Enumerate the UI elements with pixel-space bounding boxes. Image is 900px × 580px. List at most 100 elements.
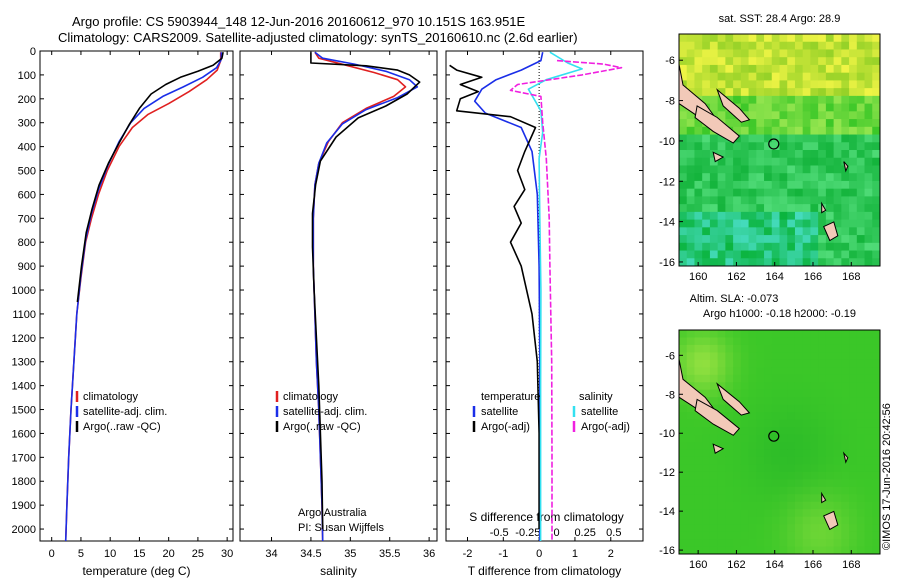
map-cell [841,64,850,74]
map-cell [694,57,703,66]
legend-entry: Argo(..raw -QC) [283,421,361,433]
map-cell [794,524,804,533]
map-cell [833,539,842,548]
map-cell [833,57,842,66]
map-cell [733,165,742,174]
map-cell [864,49,873,58]
map-cell [756,258,765,267]
map-cell [779,374,788,383]
map-cell [825,344,835,353]
map-cell [872,258,881,267]
map-cell [849,539,858,548]
map-cell [810,494,819,503]
map-cell [810,88,819,97]
map-cell [841,142,850,151]
map-cell [740,374,750,383]
map-cell [872,64,881,74]
map-cell [841,34,850,43]
map-cell [841,374,850,383]
map-cell [787,227,796,236]
map-cell [764,150,773,159]
map-cell [841,250,850,259]
map-cell [849,546,858,555]
map-cell [825,95,835,105]
map-cell [849,258,858,267]
map-cell [694,196,703,205]
map-cell [725,219,734,228]
map-cell [771,397,780,406]
map-cell [771,258,780,267]
map-cell [771,57,780,66]
map-cell [686,479,695,488]
x-tick-label: 1 [572,548,578,560]
map-cell [864,95,873,105]
map-cell [849,211,858,221]
map-cell [841,72,850,81]
map-cell [864,219,873,228]
map-cell [764,34,773,43]
map-cell [825,434,835,443]
map-cell [717,359,726,368]
map-cell [787,219,796,228]
difference-panel: -2 -1 0 1 2T difference from climatology-0.5… [445,50,644,578]
map-cell [748,464,757,473]
map-cell [810,456,819,465]
map-cell [679,173,688,182]
map-cell [787,359,796,368]
map-cell [825,352,835,361]
island-outline [823,510,839,531]
map-cell [841,57,850,66]
map-cell [825,479,835,488]
map-cell [733,546,742,555]
map-cell [833,352,842,361]
map-cell [802,103,811,112]
map-cell [818,173,827,182]
map-cell [864,103,873,112]
map-cell [856,516,866,525]
map-cell [733,41,742,50]
map-cell [779,49,788,58]
map-cell [717,57,726,66]
map-cell [756,330,765,338]
map-cell [833,367,842,376]
map-cell [825,419,835,428]
map-cell [733,352,742,361]
map-cell [748,227,757,236]
map-cell [872,486,881,495]
map-cell [833,501,842,510]
map-cell [702,258,711,267]
map-cell [802,49,811,58]
map-cell [787,211,796,221]
map-cell [748,57,757,66]
map-cell [709,34,719,43]
map-cell [794,173,804,182]
depth-tick-label: 1200 [12,333,36,345]
map-cell [872,501,881,510]
map-lon-label: 168 [842,271,860,283]
map-cell [841,337,850,346]
map-cell [864,464,873,473]
map-cell [849,150,858,159]
map-cell [802,258,811,267]
map-cell [779,359,788,368]
map-cell [864,479,873,488]
map-cell [686,219,695,228]
map-cell [802,419,811,428]
map-cell [856,111,866,120]
map-cell [802,188,811,197]
map-cell [810,404,819,413]
map-cell [709,486,719,495]
map-cell [725,337,734,346]
map-cell [679,479,688,488]
map-cell [802,367,811,376]
map-cell [833,165,842,174]
legend-entry: Argo(-adj) [481,421,530,433]
map-cell [771,227,780,236]
map-cell [779,382,788,391]
map-cell [709,242,719,252]
map-cell [686,142,695,151]
map-cell [686,173,695,182]
map-cell [679,524,688,533]
map-cell [810,250,819,259]
map-cell [717,352,726,361]
